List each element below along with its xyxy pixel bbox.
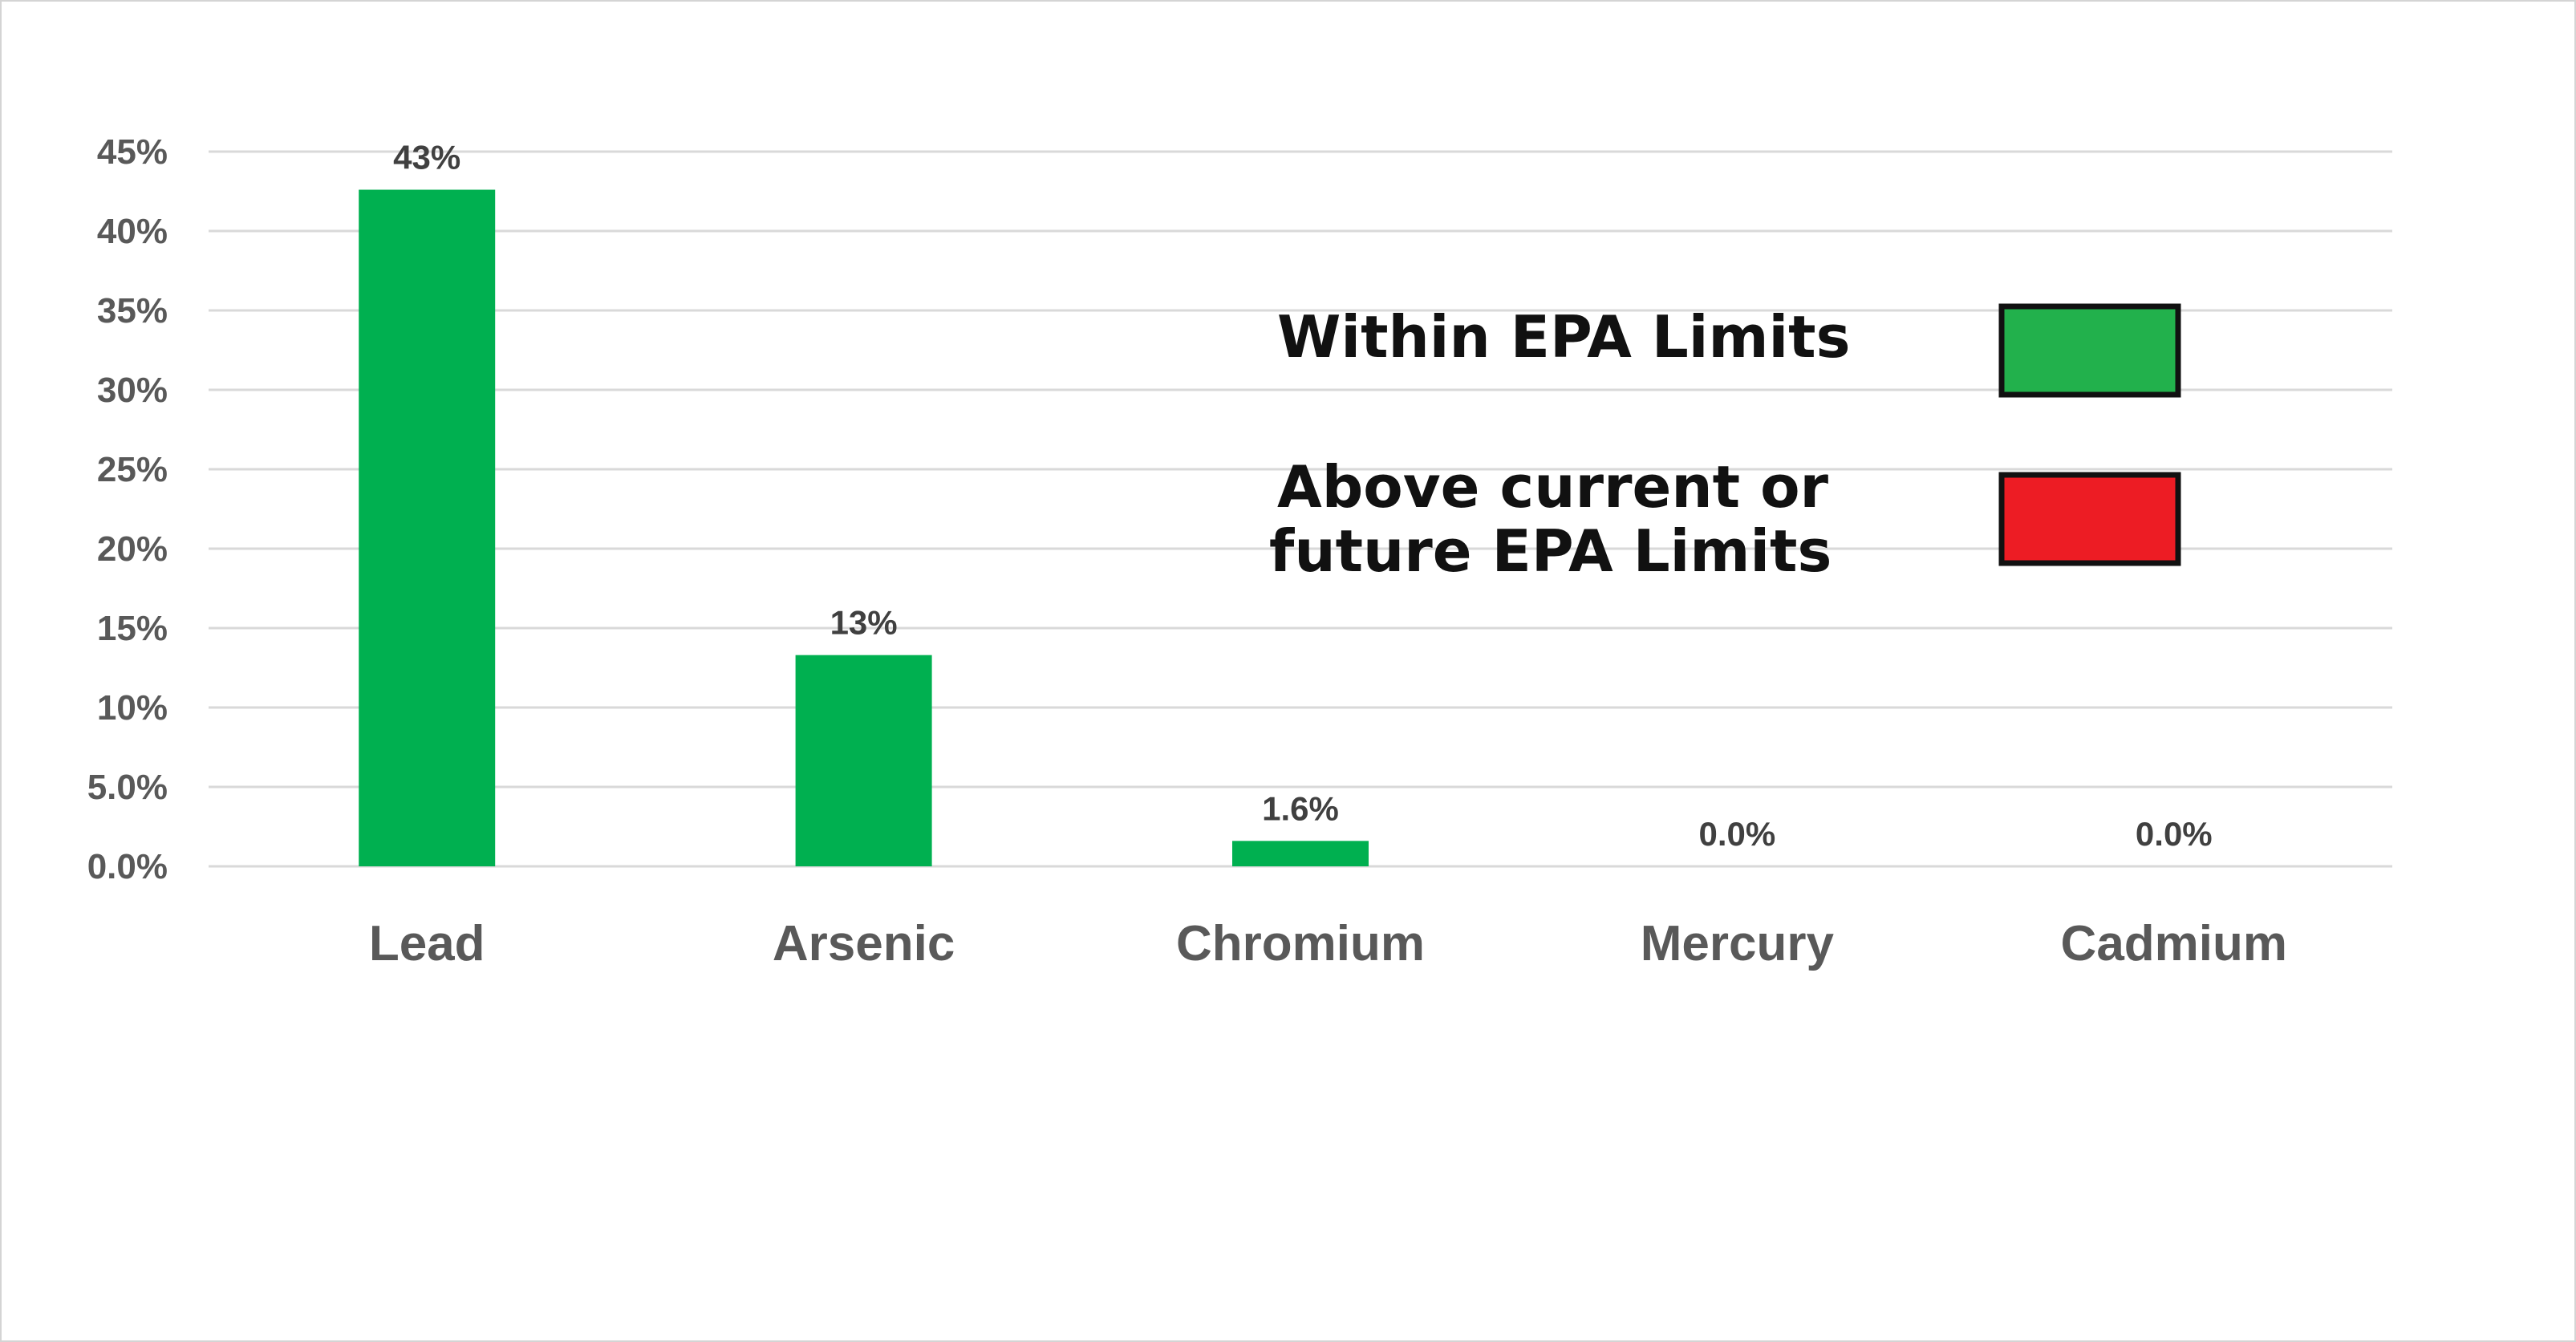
gridlines bbox=[209, 150, 2392, 868]
y-tick-label: 15% bbox=[97, 609, 168, 648]
data-label-chromium: 1.6% bbox=[1262, 789, 1339, 827]
y-tick-label: 10% bbox=[97, 688, 168, 728]
bar-chromium bbox=[1232, 841, 1369, 866]
y-tick-label: 40% bbox=[97, 212, 168, 251]
y-tick-label: 25% bbox=[97, 450, 168, 489]
category-label-mercury: Mercury bbox=[1641, 916, 1835, 971]
data-labels: 43% 13% 1.6% 0.0% 0.0% bbox=[393, 139, 2212, 853]
data-label-arsenic: 13% bbox=[830, 604, 898, 642]
y-tick-label: 0.0% bbox=[87, 847, 168, 886]
y-axis-ticks: 0.0% 5.0% 10% 15% 20% 25% 30% 35% 40% 45% bbox=[87, 132, 168, 886]
bar-arsenic bbox=[795, 655, 932, 866]
category-label-arsenic: Arsenic bbox=[773, 916, 955, 971]
y-tick-label: 45% bbox=[97, 132, 168, 172]
legend-label-above-line1: Above current or bbox=[1277, 453, 1829, 521]
y-tick-label: 20% bbox=[97, 529, 168, 569]
data-label-lead: 43% bbox=[393, 139, 460, 176]
category-label-lead: Lead bbox=[369, 916, 485, 971]
bars bbox=[359, 189, 1369, 866]
legend-label-above-line2: future EPA Limits bbox=[1269, 517, 1832, 585]
data-label-mercury: 0.0% bbox=[1699, 815, 1776, 853]
y-tick-label: 35% bbox=[97, 291, 168, 330]
y-tick-label: 30% bbox=[97, 371, 168, 410]
legend-swatch-within bbox=[1998, 303, 2181, 398]
legend: Within EPA Limits Above current or futur… bbox=[1269, 303, 2181, 585]
x-axis-categories: Lead Arsenic Chromium Mercury Cadmium bbox=[369, 916, 2287, 971]
y-tick-label: 5.0% bbox=[87, 768, 168, 807]
legend-label-within: Within EPA Limits bbox=[1277, 303, 1850, 371]
category-label-cadmium: Cadmium bbox=[2061, 916, 2287, 971]
category-label-chromium: Chromium bbox=[1176, 916, 1425, 971]
bar-lead bbox=[359, 189, 496, 866]
legend-swatch-above bbox=[1998, 472, 2181, 566]
data-label-cadmium: 0.0% bbox=[2136, 815, 2213, 853]
